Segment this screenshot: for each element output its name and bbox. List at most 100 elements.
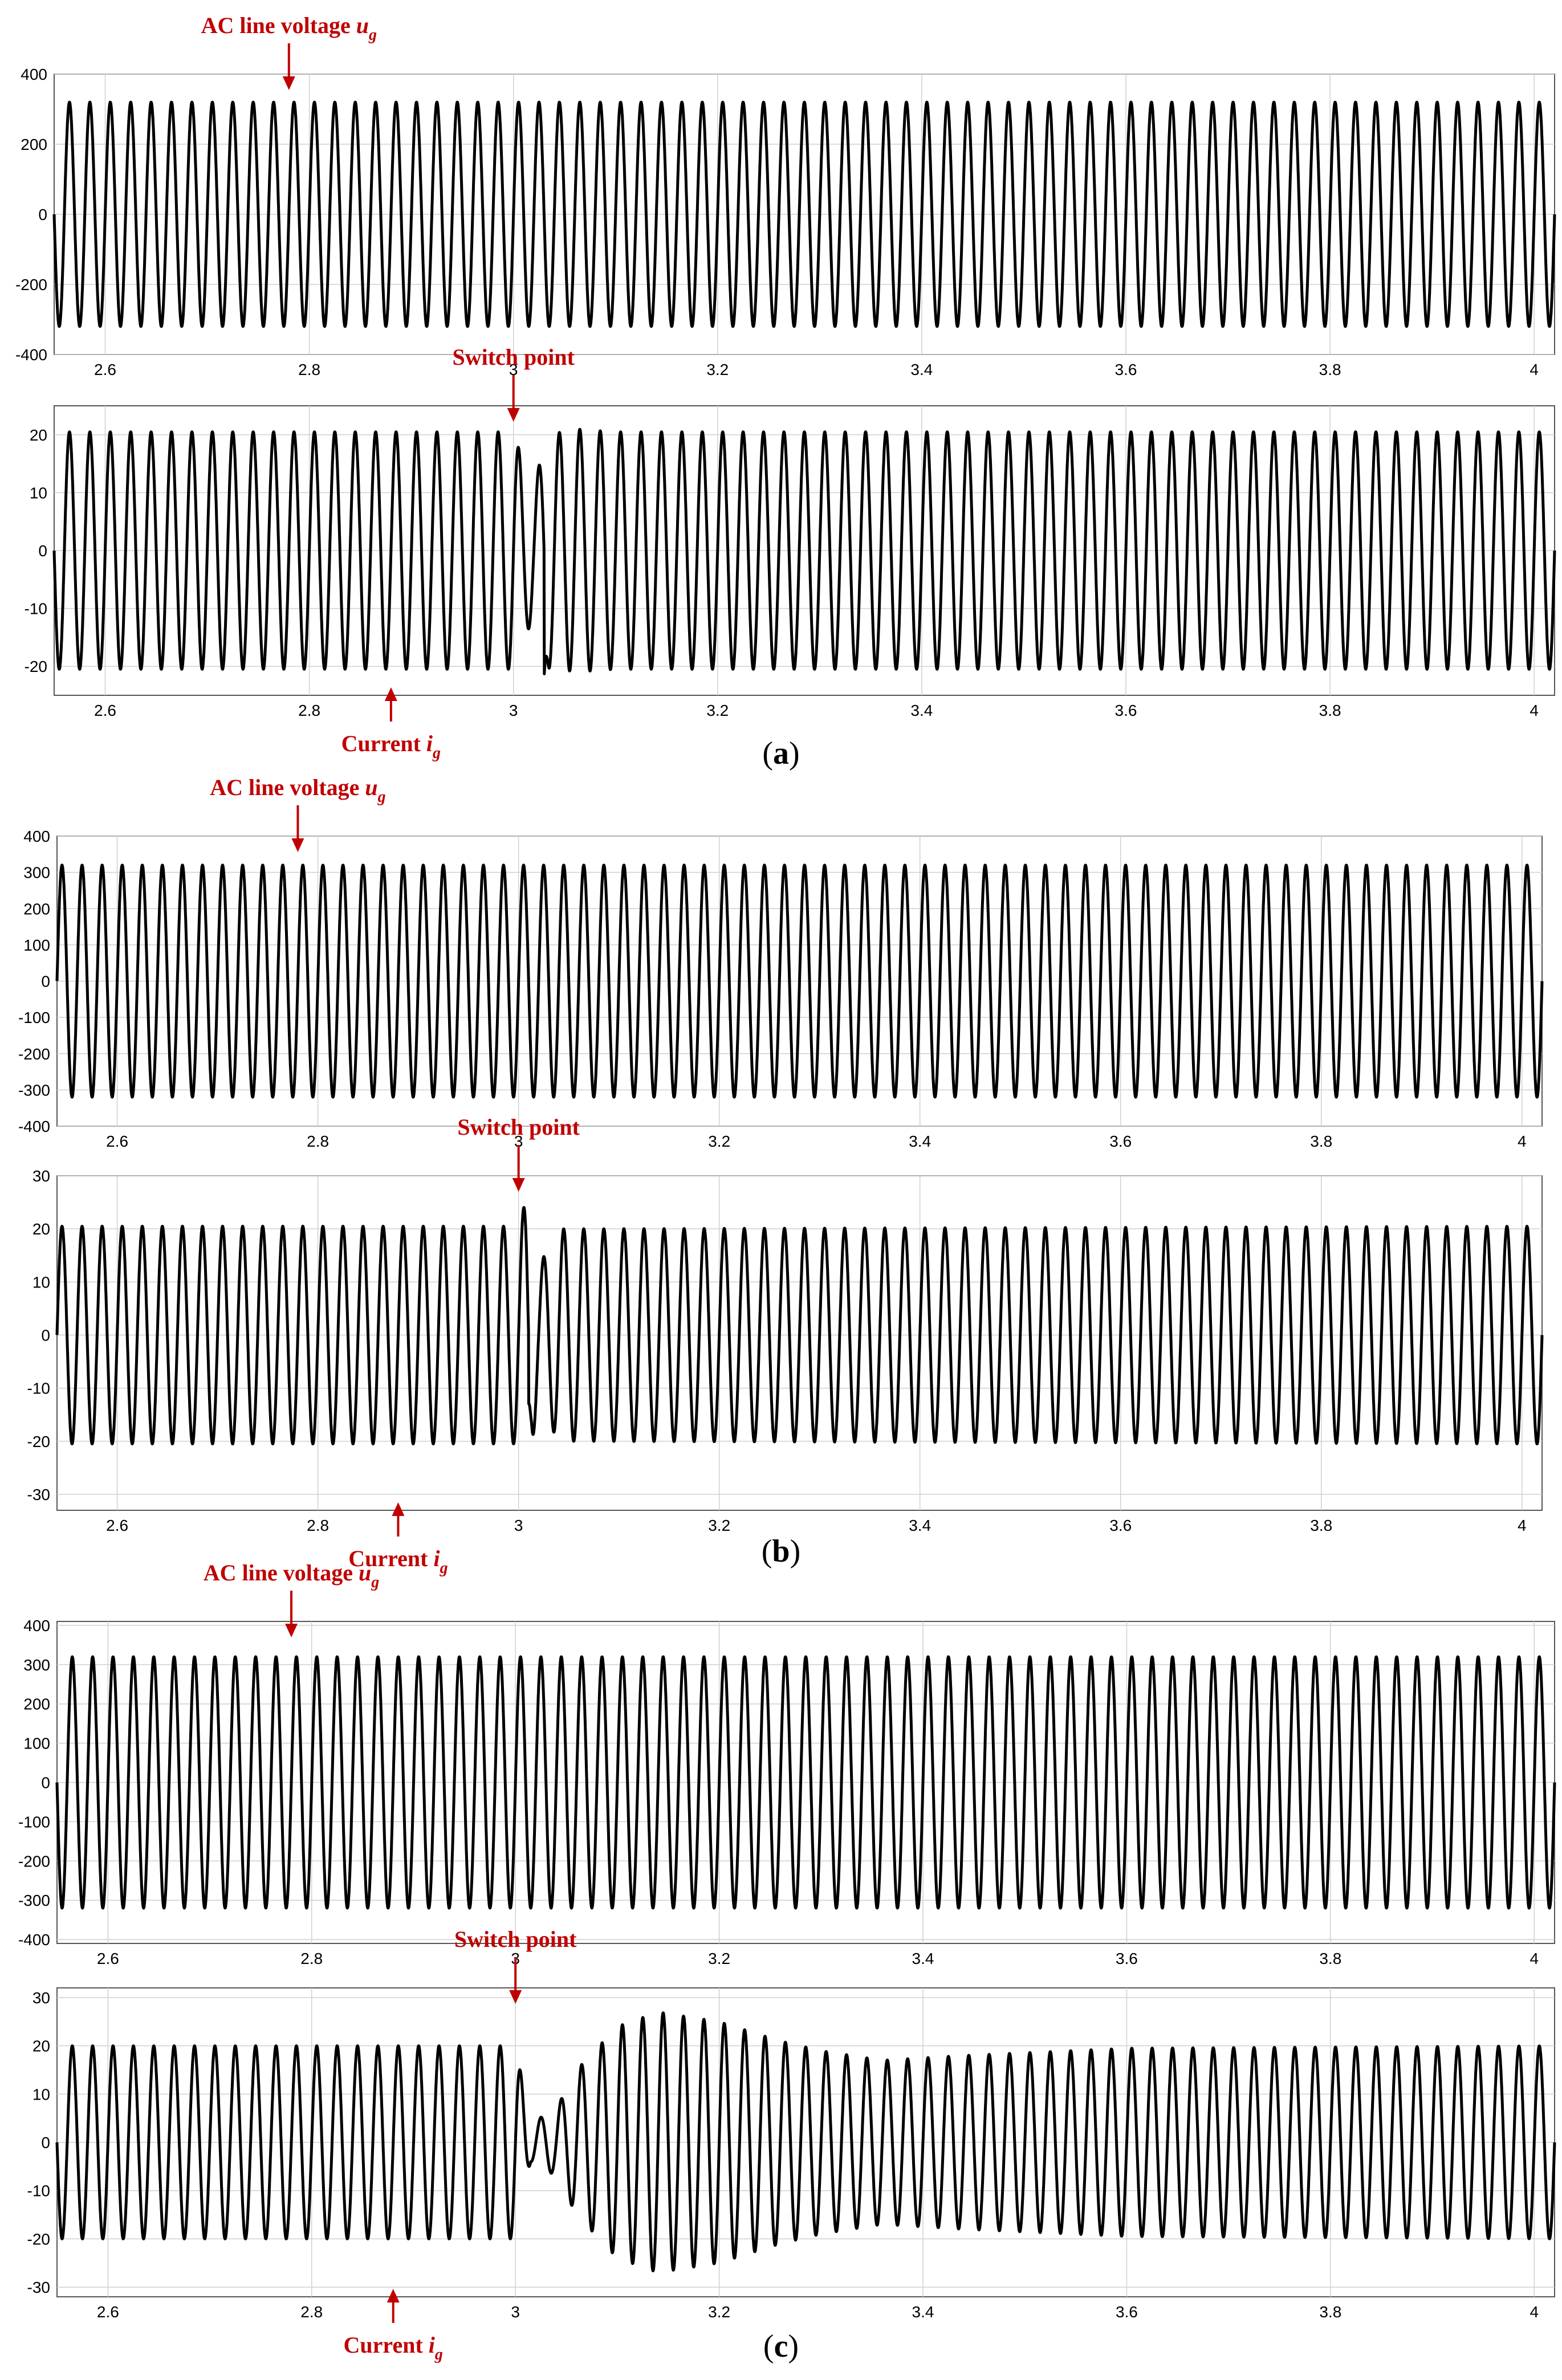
chart-a-current: 2.6 2.8 3 3.2 3.4 3.6 3.8 4 -20 -10 0 10 20 Switch po… (25, 344, 1556, 762)
y-tick-label: -200 (18, 1852, 50, 1870)
annotation-text: AC line voltage (201, 13, 356, 38)
x-tick-label: 3.8 (1319, 2303, 1341, 2321)
x-tick-label: 3 (514, 1132, 523, 1150)
arrow-head (392, 1502, 405, 1516)
annotation-subscript: g (368, 26, 377, 44)
y-tick-label: -10 (27, 2182, 50, 2200)
y-tick-label: -300 (18, 1081, 50, 1099)
chart-c-voltage: 2.62.833.23.43.63.84-400-300-200-1000100… (18, 1560, 1556, 1967)
x-tick-label: 2.8 (300, 1950, 323, 1967)
x-tick-label: 3 (511, 2303, 520, 2321)
chart-b-current: 2.6 2.8 3 3.2 3.4 3.6 3.8 4 -30 -20 -10 0 10 20 30 Swit… (27, 1114, 1544, 1577)
y-tick-label: 100 (23, 936, 50, 954)
x-tick-label: 2.8 (300, 2303, 323, 2321)
annotation-text: Switch point (457, 1114, 580, 1140)
x-tick-label: 2.6 (97, 1950, 119, 1967)
annotation-text: AC line voltage (210, 775, 365, 800)
series-line (55, 863, 1544, 1099)
y-tick-label: 30 (32, 1989, 50, 2007)
x-tick-label: 3.8 (1310, 1132, 1332, 1150)
x-tick-label: 3.6 (1109, 1132, 1132, 1150)
series-line (52, 100, 1556, 328)
y-tick-label: -400 (18, 1931, 50, 1949)
x-tick-label: 3.8 (1319, 702, 1341, 719)
series-line (55, 1206, 1544, 1445)
annotation-subscript: g (432, 744, 441, 762)
y-tick-label: 200 (21, 136, 47, 153)
y-tick-label: 30 (32, 1167, 50, 1185)
annotation-text: Switch point (454, 1926, 577, 1952)
annotation-text: Current (348, 1546, 433, 1571)
x-tick-label: 4 (1530, 1950, 1539, 1967)
y-tick-label: 300 (23, 864, 50, 882)
series-line (52, 427, 1556, 675)
arrow-head (387, 2289, 400, 2302)
series-line (55, 2011, 1556, 2272)
y-tick-label: 20 (30, 426, 47, 444)
annotation-label: Switch point (452, 344, 575, 370)
x-tick-label: 2.8 (307, 1517, 329, 1534)
arrow-head (509, 1990, 522, 2004)
y-tick-label: 20 (32, 2037, 50, 2055)
annotation-variable: i (434, 1546, 440, 1571)
x-tick-label: 2.6 (97, 2303, 119, 2321)
x-tick-label: 3.6 (1109, 1517, 1132, 1534)
annotation-label: Switch point (454, 1926, 577, 1952)
annotation-current: Current ig (341, 687, 441, 762)
arrow-head (384, 687, 397, 701)
x-tick-label: 3.2 (708, 1950, 730, 1967)
x-tick-label: 3.4 (909, 1517, 931, 1534)
arrow-head (507, 408, 520, 422)
annotation-text: Current (344, 2332, 429, 2358)
arrow-head (512, 1178, 525, 1192)
y-tick-label: 0 (41, 1774, 50, 1792)
x-tick-label: 3.2 (708, 2303, 730, 2321)
annotation-label: AC line voltage ug (201, 13, 377, 44)
y-tick-label: -30 (27, 1486, 50, 1503)
x-tick-label: 3.6 (1115, 702, 1137, 719)
x-tick-label: 3.2 (706, 361, 729, 378)
x-tick-label: 4 (1530, 702, 1539, 719)
y-tick-label: 200 (23, 1696, 50, 1713)
x-tick-label: 3.4 (909, 1132, 931, 1150)
y-tick-label: 400 (21, 66, 47, 83)
annotation-switch-point: Switch point (457, 1114, 580, 1192)
y-tick-label: -100 (18, 1009, 50, 1026)
y-tick-label: 0 (38, 206, 47, 223)
caption-b: (b) (761, 1534, 801, 1569)
x-tick-label: 2.8 (298, 702, 320, 719)
y-tick-label: -10 (25, 600, 47, 618)
x-tick-label: 3.6 (1116, 1950, 1138, 1967)
x-tick-label: 2.8 (298, 361, 320, 378)
annotation-current: Current ig (348, 1502, 448, 1577)
y-tick-label: -400 (18, 1118, 50, 1135)
y-tick-label: 10 (32, 2085, 50, 2103)
annotation-label: Current ig (348, 1546, 448, 1577)
x-tick-label: 3.4 (910, 702, 933, 719)
y-tick-label: 10 (30, 484, 47, 502)
arrow-head (282, 76, 295, 90)
y-tick-label: -300 (18, 1892, 50, 1909)
annotation-variable: u (359, 1560, 371, 1586)
annotation-text: Current (341, 731, 426, 756)
y-tick-label: -200 (18, 1045, 50, 1063)
annotation-label: AC line voltage ug (210, 775, 385, 806)
y-tick-label: -10 (27, 1380, 50, 1397)
y-tick-label: 300 (23, 1656, 50, 1674)
y-tick-label: 0 (41, 973, 50, 991)
y-tick-label: 0 (38, 542, 47, 560)
annotation-subscript: g (377, 788, 386, 806)
x-tick-label: 3 (509, 702, 518, 719)
x-tick-label: 3.4 (912, 1950, 934, 1967)
annotation-label: Current ig (344, 2332, 443, 2363)
y-tick-label: -20 (27, 2230, 50, 2248)
y-tick-label: -30 (27, 2279, 50, 2296)
annotation-subscript: g (440, 1559, 448, 1577)
annotation-voltage: AC line voltage ug (201, 13, 377, 90)
x-tick-label: 2.6 (106, 1132, 128, 1150)
x-tick-label: 3.2 (706, 702, 729, 719)
arrow-head (291, 838, 304, 852)
annotation-switch-point: Switch point (452, 344, 575, 422)
x-tick-label: 3.2 (708, 1517, 730, 1534)
